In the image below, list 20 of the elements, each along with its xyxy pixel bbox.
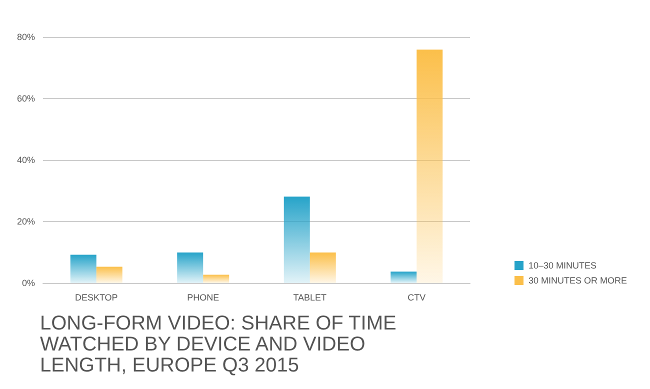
bar	[203, 274, 230, 283]
bar	[390, 272, 417, 283]
bar	[70, 254, 96, 283]
y-tick-label: 0%	[22, 278, 35, 288]
y-tick-label: 80%	[16, 32, 35, 42]
bar	[177, 252, 204, 283]
legend-label: 10–30 MINUTES	[528, 260, 597, 270]
legend-label: 30 MINUTES OR MORE	[528, 276, 628, 286]
text: LONG-FORM VIDEO: SHARE OF TIME WATCHED BY DEVICE AND VIDEO LENGTH, EUROPE Q3 2015	[40, 312, 402, 376]
x-tick-label: CTV	[408, 292, 426, 302]
bar	[416, 50, 443, 283]
x-tick-label: PHONE	[187, 292, 220, 302]
bar	[96, 266, 122, 283]
y-tick-label: 60%	[16, 94, 35, 104]
x-tick-label: DESKTOP	[74, 292, 118, 302]
bar	[284, 196, 310, 283]
x-tick-label: TABLET	[293, 292, 328, 302]
bar	[310, 252, 336, 283]
y-tick-label: 40%	[16, 155, 35, 165]
y-tick-label: 20%	[16, 216, 35, 226]
